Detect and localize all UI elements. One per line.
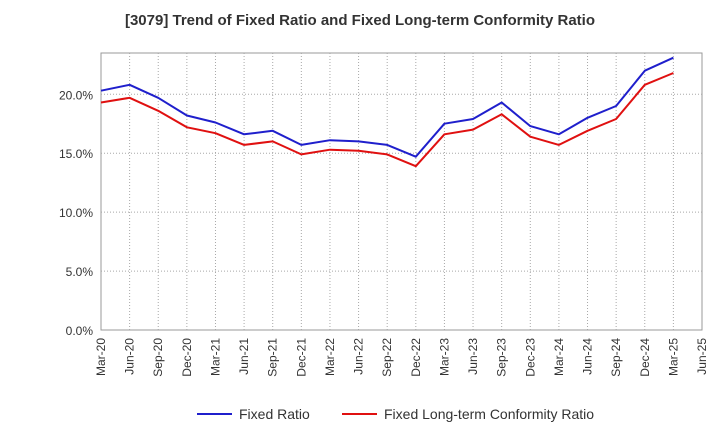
x-tick-label: Jun-20 bbox=[123, 338, 137, 375]
y-tick-label: 0.0% bbox=[66, 324, 94, 338]
x-tick-label: Dec-21 bbox=[294, 338, 308, 377]
axes-layer: 0.0% 5.0% 10.0% 15.0% 20.0% Mar-20 Jun-20 Sep-2… bbox=[59, 88, 709, 376]
x-tick-label: Sep-23 bbox=[495, 338, 509, 377]
x-tick-label: Jun-25 bbox=[695, 338, 709, 375]
legend-label: Fixed Ratio bbox=[239, 406, 310, 422]
x-tick-label: Dec-24 bbox=[638, 338, 652, 377]
x-tick-label: Jun-21 bbox=[237, 338, 251, 375]
x-tick-label: Dec-23 bbox=[523, 338, 537, 377]
grid-layer bbox=[100, 52, 703, 331]
x-tick-label: Dec-20 bbox=[180, 338, 194, 377]
x-tick-label: Sep-20 bbox=[151, 338, 165, 377]
x-tick-label: Sep-24 bbox=[609, 338, 623, 377]
x-tick-label: Jun-22 bbox=[352, 338, 366, 375]
x-tick-label: Mar-22 bbox=[323, 338, 337, 376]
x-tick-label: Mar-25 bbox=[666, 338, 680, 376]
x-tick-label: Mar-23 bbox=[437, 338, 451, 376]
x-tick-label: Mar-21 bbox=[208, 338, 222, 376]
series-layer bbox=[100, 56, 674, 168]
x-tick-label: Sep-22 bbox=[380, 338, 394, 377]
x-tick-label: Jun-24 bbox=[581, 338, 595, 375]
x-tick-label: Jun-23 bbox=[466, 338, 480, 375]
legend: Fixed Ratio Fixed Long-term Conformity Ra… bbox=[197, 406, 594, 422]
x-tick-label: Dec-22 bbox=[409, 338, 423, 377]
chart-title: [3079] Trend of Fixed Ratio and Fixed Lo… bbox=[124, 12, 596, 29]
plot-frame bbox=[100, 52, 703, 331]
y-tick-label: 15.0% bbox=[59, 147, 93, 161]
x-tick-label: Mar-24 bbox=[552, 338, 566, 376]
x-tick-label: Mar-20 bbox=[94, 338, 108, 376]
y-tick-label: 10.0% bbox=[59, 206, 93, 220]
x-tick-label: Sep-21 bbox=[266, 338, 280, 377]
legend-label: Fixed Long-term Conformity Ratio bbox=[384, 406, 594, 422]
y-tick-label: 5.0% bbox=[66, 265, 94, 279]
series-line-2 bbox=[100, 72, 674, 168]
y-tick-label: 20.0% bbox=[59, 88, 93, 102]
series-line-1 bbox=[100, 56, 674, 158]
